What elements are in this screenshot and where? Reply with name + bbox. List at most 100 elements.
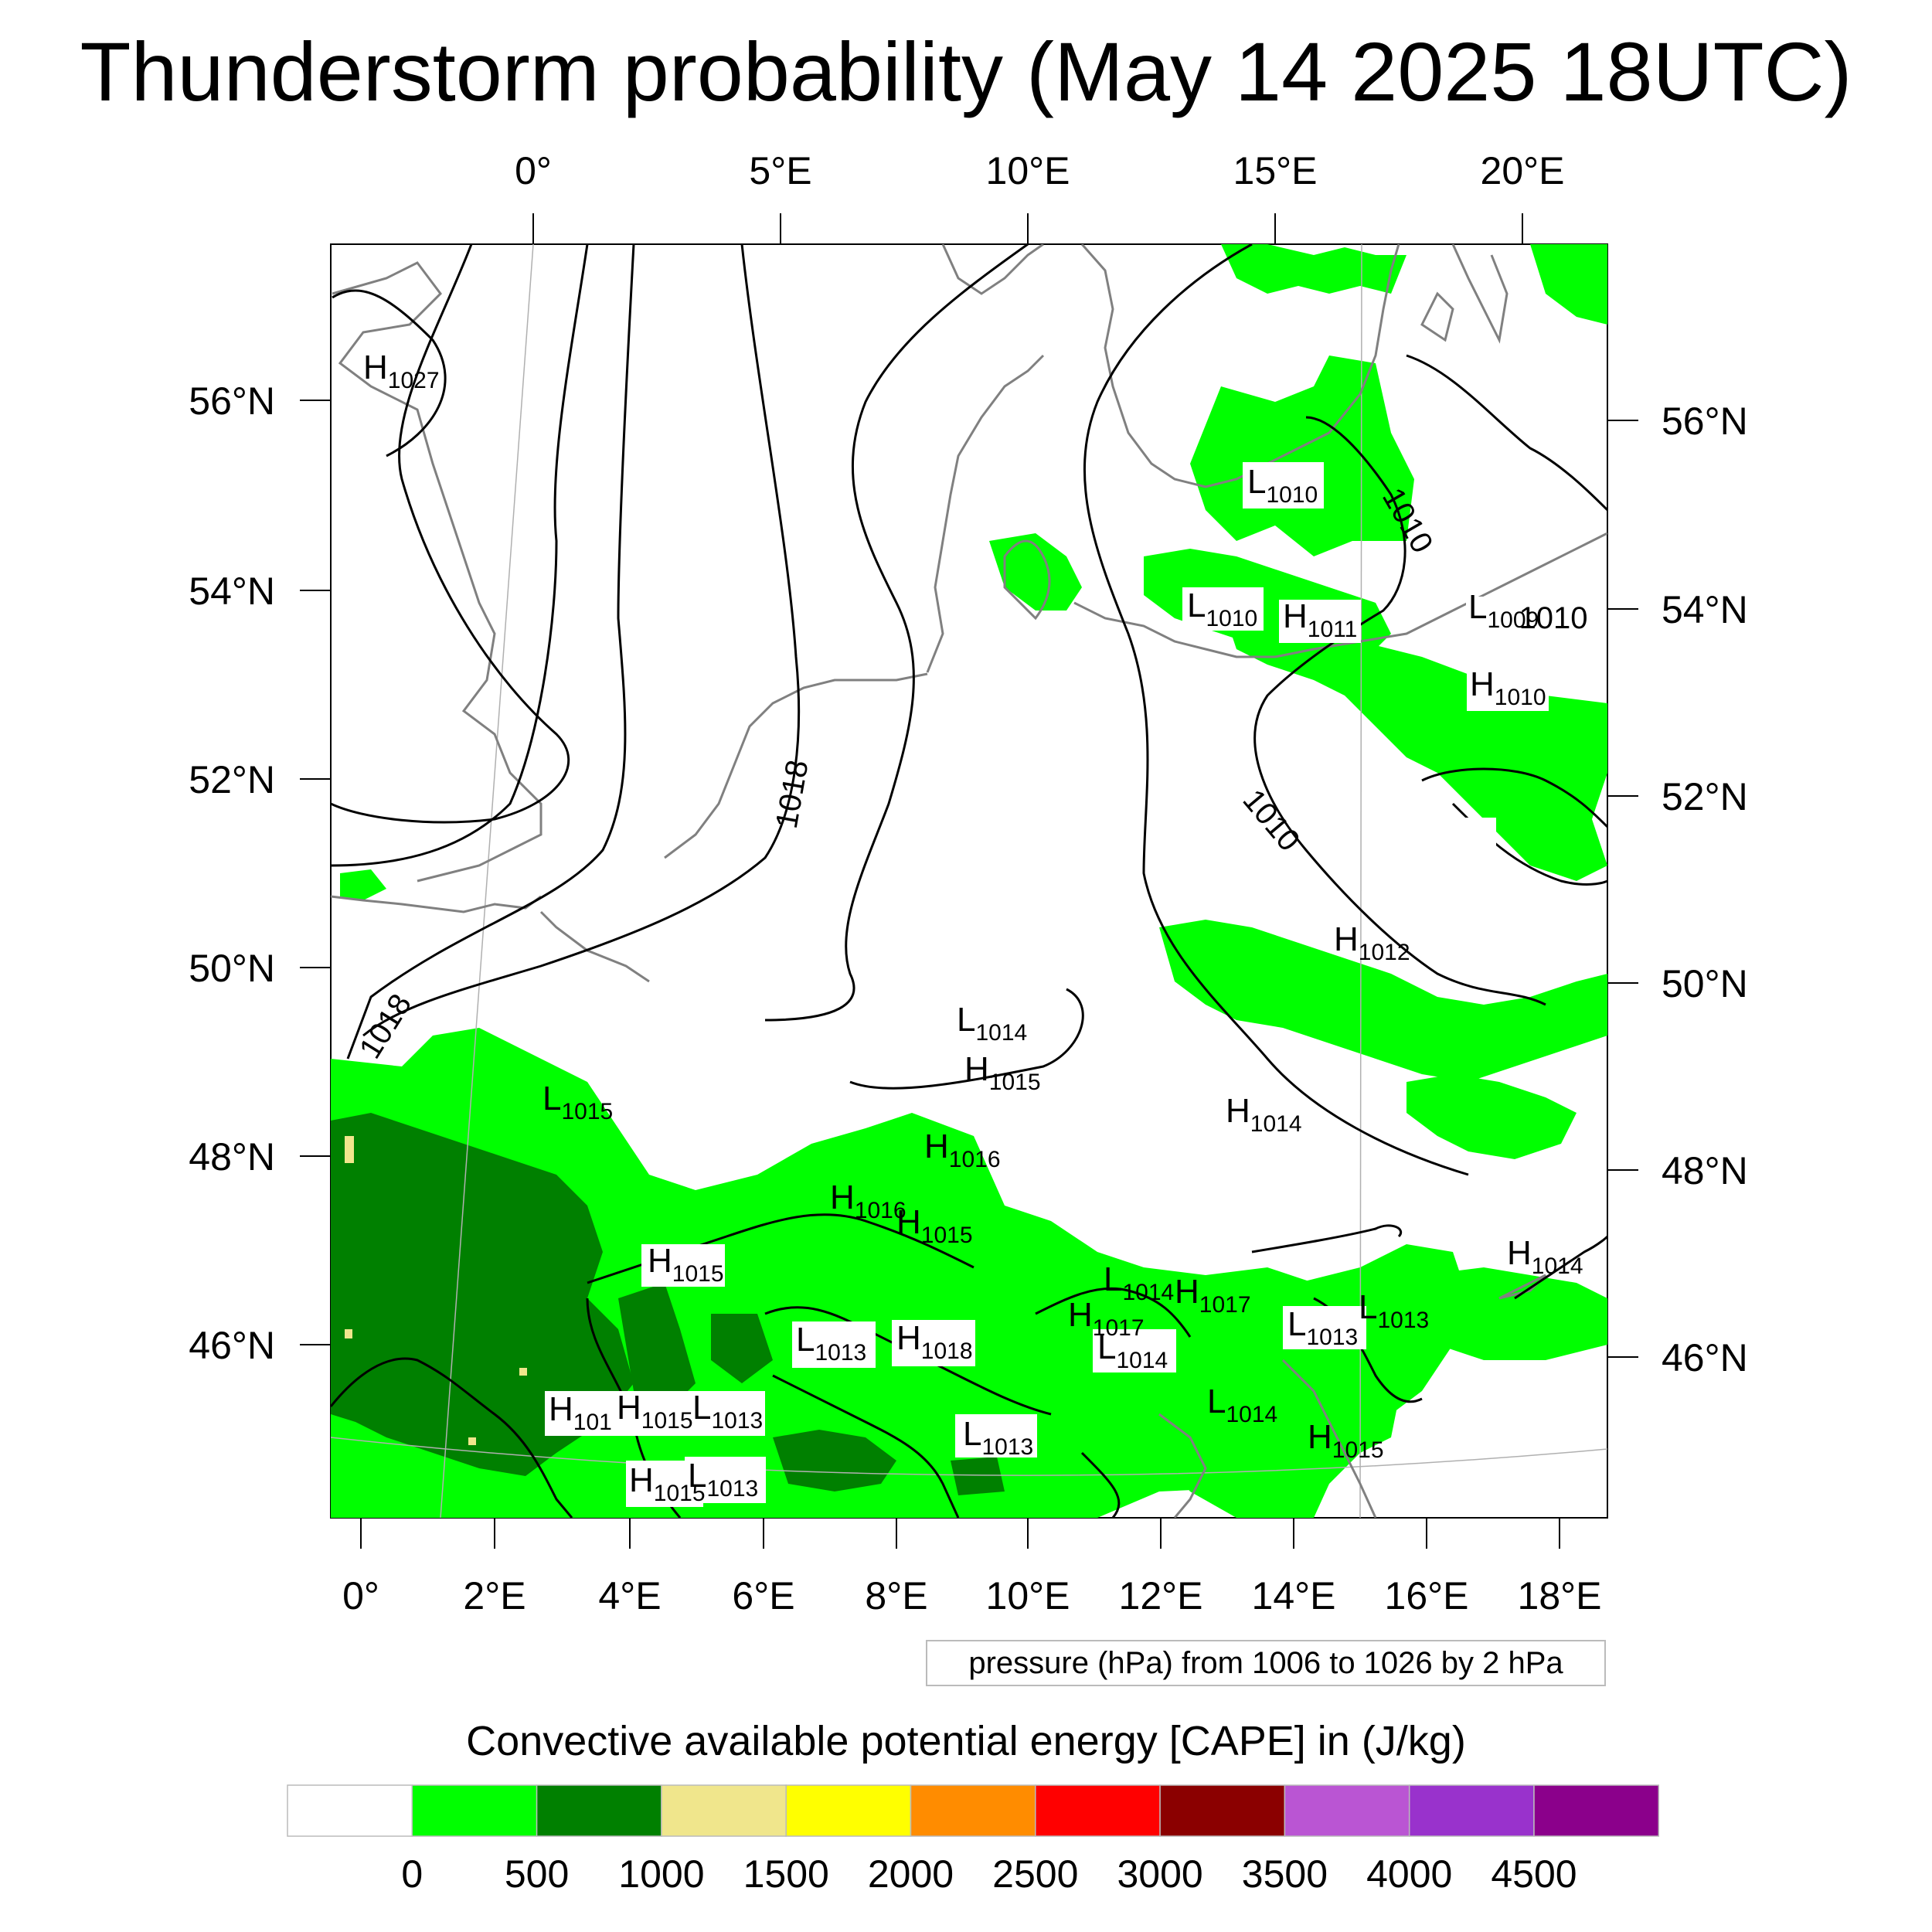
colorbar-label: 0 — [401, 1852, 423, 1896]
pressure-center: L1014 — [1207, 1383, 1277, 1427]
left-lat-label: 56°N — [189, 379, 275, 423]
bottom-lon-label: 6°E — [732, 1574, 794, 1617]
colorbar-box — [1035, 1784, 1161, 1837]
label-backgrounds — [545, 462, 1549, 1507]
top-lon-label: 10°E — [986, 149, 1070, 192]
colorbar-box — [536, 1784, 662, 1837]
colorbar-box — [785, 1784, 912, 1837]
pressure-center: H1018 — [896, 1319, 973, 1364]
coast-denmark-islands — [1003, 539, 1051, 621]
coast-sweden-south — [1080, 244, 1400, 488]
pressure-center: L1014 — [957, 1001, 1027, 1046]
colorbar-label: 2000 — [868, 1852, 954, 1896]
left-lat-label: 54°N — [189, 570, 275, 613]
colorbar-boxes — [287, 1784, 1660, 1837]
cape-area-500-1000-italy — [951, 1457, 1005, 1495]
isobar-alps-4 — [772, 1374, 960, 1518]
coast-adriatic — [1281, 1359, 1377, 1518]
pressure-center: L1015 — [543, 1080, 613, 1124]
cape-area-1000-1500-spot-3 — [519, 1368, 527, 1376]
pressure-center: H1017 — [1175, 1273, 1251, 1318]
coast-gotland — [1420, 291, 1454, 342]
pressure-center: L1013 — [796, 1321, 866, 1366]
colorbar-label: 2500 — [992, 1852, 1078, 1896]
pressure-center: L1010 — [1247, 463, 1318, 508]
right-lat-labels: 56°N 54°N 52°N 50°N 48°N 46°N — [1662, 400, 1748, 1379]
top-lon-label: 15°E — [1233, 149, 1318, 192]
isobar-1018-a — [346, 244, 635, 1060]
pressure-center: L1010 — [1187, 587, 1257, 631]
pressure-center: H1014 — [1226, 1092, 1302, 1137]
pressure-center: L1013 — [1287, 1305, 1358, 1350]
coast-scotland — [332, 261, 543, 883]
coast-italy-west — [1158, 1413, 1207, 1518]
coast-baltic-south — [1073, 532, 1607, 658]
pressure-center: H1016 — [830, 1179, 906, 1223]
cape-area-0-500-adriatic — [1159, 1383, 1329, 1518]
pressure-center: H1015 — [617, 1389, 693, 1434]
bottom-lon-label: 0° — [342, 1574, 379, 1617]
pressure-center: H1015 — [896, 1203, 973, 1248]
isobar-1016 — [764, 244, 1029, 1022]
frame-ticks — [300, 213, 1638, 1549]
cape-area-1000-1500-spot-1 — [345, 1136, 354, 1163]
left-lat-labels: 56°N 54°N 52°N 50°N 48°N 46°N — [189, 379, 275, 1367]
coast-england-south — [331, 895, 542, 913]
coast-lake-balaton — [1498, 1274, 1547, 1300]
cape-area-0-500-hungary — [1406, 1074, 1577, 1159]
isobar-alps-5 — [1035, 1287, 1192, 1338]
right-lat-label: 54°N — [1662, 588, 1748, 631]
bottom-lon-label: 12°E — [1119, 1574, 1203, 1617]
isobar-poland — [1406, 354, 1607, 512]
colorbar-box — [661, 1784, 787, 1837]
pressure-center: L1014 — [1104, 1260, 1174, 1305]
isobar-1020 — [331, 244, 589, 867]
cape-area-0-500-england — [340, 869, 386, 900]
bottom-lon-label: 4°E — [598, 1574, 661, 1617]
pressure-center: H101 — [549, 1390, 612, 1435]
cape-area-0-500-czech — [1159, 920, 1607, 1082]
colorbar-box — [411, 1784, 538, 1837]
pressure-center: L1014 — [1097, 1328, 1168, 1373]
top-lon-label: 5°E — [749, 149, 811, 192]
isobar-1018-b — [362, 244, 801, 1037]
isobar-1022 — [331, 244, 570, 824]
isobar-uk-west — [332, 289, 447, 457]
pressure-center: H1015 — [964, 1050, 1041, 1095]
colorbar-box — [1284, 1784, 1410, 1837]
pressure-center: H1012 — [1334, 920, 1410, 965]
colorbar-box — [910, 1784, 1036, 1837]
cape-area-0-500-east-edge — [1530, 244, 1607, 325]
pressure-center: H1011 — [1283, 597, 1357, 642]
bottom-lon-label: 18°E — [1518, 1574, 1602, 1617]
isobar-italy — [1080, 1451, 1121, 1518]
cape-area-1000-1500-spot-4 — [468, 1437, 476, 1445]
cape-area-500-1000-alps-east — [711, 1314, 773, 1383]
colorbar-label: 4000 — [1366, 1852, 1452, 1896]
pressure-center: L1013 — [688, 1457, 758, 1502]
cape-area-0-500-jutland — [989, 533, 1082, 611]
top-lon-label: 0° — [515, 149, 552, 192]
top-lon-labels: 0° 5°E 10°E 15°E 20°E — [515, 149, 1564, 192]
pressure-center: L1013 — [963, 1415, 1033, 1460]
isobar-label: 1010 — [1519, 601, 1588, 635]
isobar-south — [849, 988, 1084, 1090]
right-lat-label: 56°N — [1662, 400, 1748, 443]
left-lat-label: 48°N — [189, 1135, 275, 1179]
bottom-lon-labels: 0° 2°E 4°E 6°E 8°E 10°E 12°E 14°E 16°E 1… — [342, 1574, 1601, 1617]
coast-norway-south — [941, 244, 1044, 295]
isobar-west-alps — [331, 1357, 573, 1518]
colorbar-label: 1000 — [618, 1852, 704, 1896]
pressure-center: H1014 — [1507, 1234, 1583, 1279]
colorbar-label: 4500 — [1491, 1852, 1577, 1896]
isobar-austria — [1251, 1224, 1402, 1253]
left-lat-label: 52°N — [189, 758, 275, 801]
cape-area-0-500-southern-scandinavia — [1221, 244, 1406, 294]
colorbar-label: 1500 — [743, 1852, 829, 1896]
pressure-center: L1013 — [692, 1389, 763, 1434]
right-lat-label: 46°N — [1662, 1336, 1748, 1379]
isobar-1010 — [1253, 416, 1546, 1006]
pressure-center: H1010 — [1470, 665, 1546, 710]
right-lat-label: 48°N — [1662, 1149, 1748, 1192]
colorbar-box — [1533, 1784, 1660, 1837]
